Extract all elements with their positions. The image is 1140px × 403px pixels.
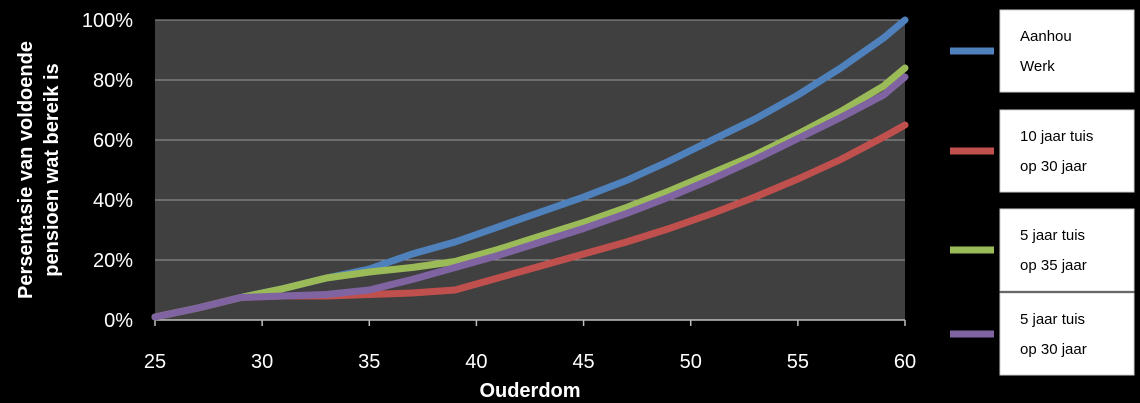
legend-label: 5 jaar tuis <box>1020 311 1085 328</box>
x-tick-label: 40 <box>465 351 487 373</box>
x-tick-label: 55 <box>787 351 809 373</box>
y-tick-label: 40% <box>93 190 133 212</box>
series-line-5-jaar-tuis-op-30-jaar <box>151 73 909 321</box>
legend-label: 10 jaar tuis <box>1020 128 1093 145</box>
x-tick-label: 35 <box>358 351 380 373</box>
y-axis-title-line: pensioen wat bereik is <box>41 63 63 276</box>
x-tick-label: 45 <box>572 351 594 373</box>
x-axis-title: Ouderdom <box>479 380 580 398</box>
legend-box <box>999 208 1135 292</box>
y-tick-label: 60% <box>93 130 133 152</box>
legend-box <box>999 9 1135 93</box>
series-line-5-jaar-tuis-op-35-jaar <box>151 64 909 321</box>
series-lines <box>151 16 909 321</box>
legend-label: op 35 jaar <box>1020 257 1087 274</box>
x-tick-label: 50 <box>680 351 702 373</box>
x-tick-label: 60 <box>894 351 916 373</box>
y-tick-label: 100% <box>82 10 133 32</box>
legend-box <box>999 292 1135 376</box>
legend-box <box>999 109 1135 193</box>
y-tick-label: 0% <box>104 310 133 332</box>
y-tick-label: 20% <box>93 250 133 272</box>
legend-label: Aanhou <box>1020 28 1072 45</box>
legend-label: op 30 jaar <box>1020 158 1087 175</box>
x-tick-label: 25 <box>144 351 166 373</box>
legend-label: Werk <box>1020 58 1055 75</box>
y-axis-title-line: Persentasie van voldoende <box>15 41 37 299</box>
legend-label: op 30 jaar <box>1020 341 1087 358</box>
x-tick-label: 30 <box>251 351 273 373</box>
y-axis-title: Persentasie van voldoende pensioen wat be… <box>15 41 63 299</box>
legend-label: 5 jaar tuis <box>1020 227 1085 244</box>
legend: Aanhou Werk 10 jaar tuis op 30 jaar 5 jaar t… <box>950 9 1135 376</box>
y-tick-label: 80% <box>93 70 133 92</box>
axes <box>154 319 906 326</box>
plot-area <box>155 20 905 320</box>
axis-labels: 0% 20% 40% 60% 80% 100% 25 30 35 40 45 50 55 60 Ouderd… <box>15 10 916 402</box>
